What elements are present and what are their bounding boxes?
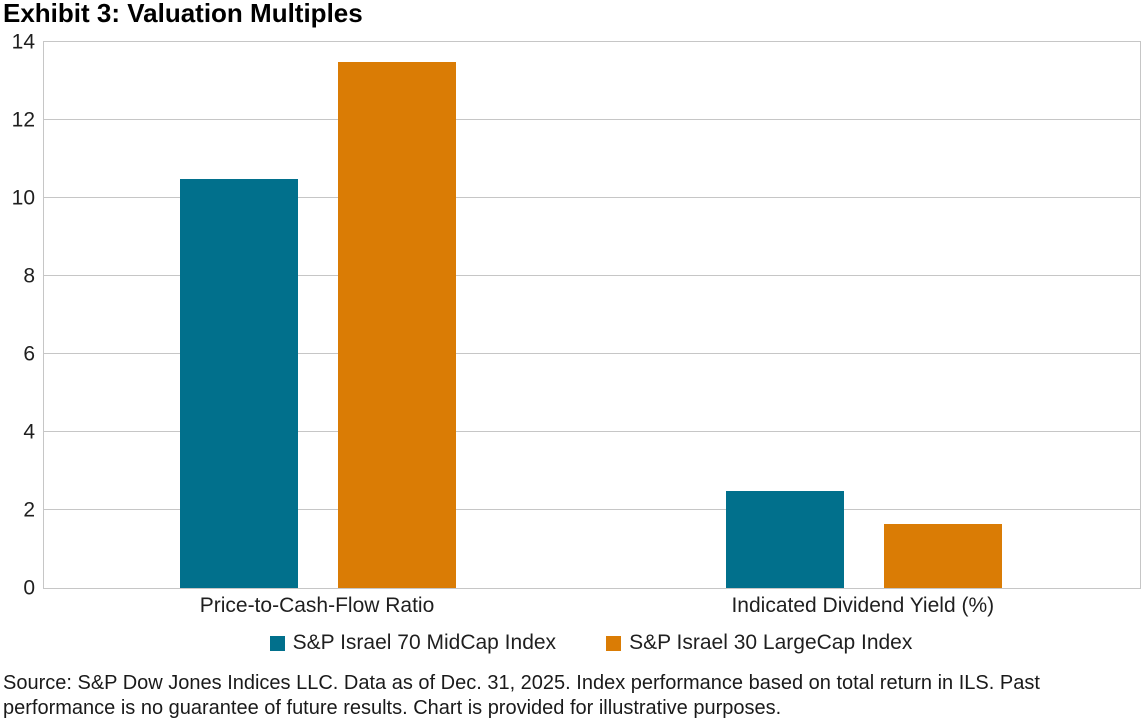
legend-item-1: S&P Israel 70 MidCap Index (269, 631, 557, 655)
y-tick-label-2: 2 (23, 498, 35, 522)
plot-area (43, 41, 1141, 589)
chart-legend: S&P Israel 70 MidCap Index S&P Israel 30 … (43, 631, 1139, 655)
y-tick-label-6: 6 (23, 342, 35, 366)
bar-series1-cat1 (180, 178, 298, 588)
y-tick-label-14: 14 (11, 30, 35, 54)
bar-series1-cat2 (725, 490, 844, 588)
legend-label-1: S&P Israel 70 MidCap Index (292, 631, 557, 654)
legend-item-2: S&P Israel 30 LargeCap Index (606, 631, 912, 655)
gridline-2 (44, 509, 1140, 510)
source-note: Source: S&P Dow Jones Indices LLC. Data … (3, 672, 1040, 719)
legend-label-2: S&P Israel 30 LargeCap Index (629, 631, 913, 654)
gridline-8 (44, 275, 1140, 276)
x-axis-category-labels: Price-to-Cash-Flow Ratio Indicated Divide… (43, 594, 1139, 620)
gridline-12 (44, 119, 1140, 120)
gridline-6 (44, 353, 1140, 354)
y-tick-label-4: 4 (23, 420, 35, 444)
chart-title: Exhibit 3: Valuation Multiples (3, 0, 363, 28)
gridline-10 (44, 197, 1140, 198)
y-axis-tick-labels: 0 2 4 6 8 10 12 14 (0, 32, 35, 599)
x-category-label-1: Price-to-Cash-Flow Ratio (199, 594, 435, 617)
bar-series2-cat2 (883, 523, 1002, 588)
gridline-4 (44, 431, 1140, 432)
legend-swatch-icon (606, 635, 622, 651)
y-tick-label-0: 0 (23, 576, 35, 600)
y-tick-label-10: 10 (11, 186, 35, 210)
bar-series2-cat1 (338, 61, 456, 588)
legend-swatch-icon (269, 635, 285, 651)
y-tick-label-12: 12 (11, 108, 35, 132)
x-category-label-2: Indicated Dividend Yield (%) (731, 594, 995, 617)
y-tick-label-8: 8 (23, 264, 35, 288)
